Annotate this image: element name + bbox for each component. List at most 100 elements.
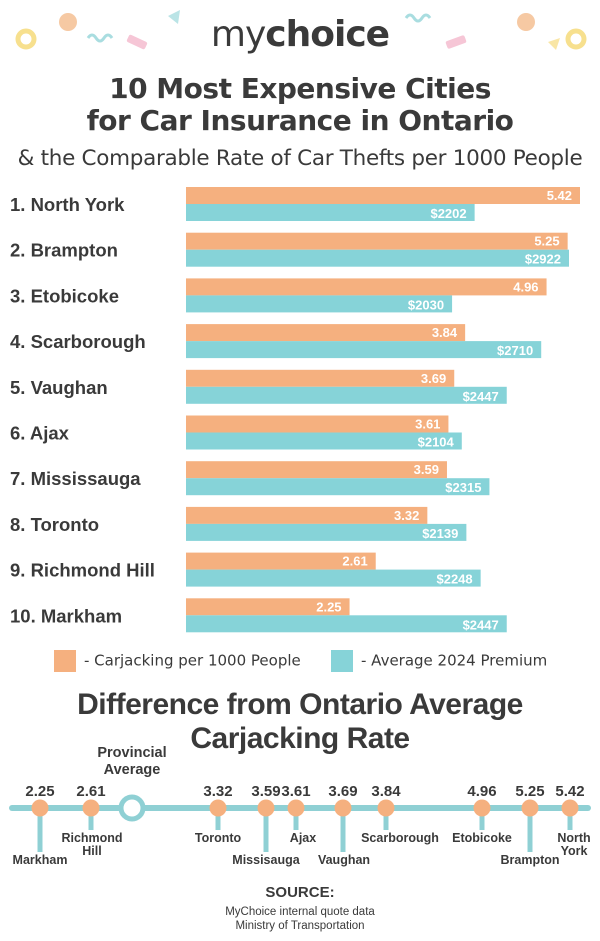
- timeline-city-richmond-hill-2: Hill: [82, 844, 101, 858]
- brand-logo-my: my: [210, 14, 266, 55]
- legend-carjacking: - Carjacking per 1000 People: [54, 650, 301, 672]
- timeline-city-missisauga: Missisauga: [232, 853, 300, 867]
- legend-carjacking-swatch: [54, 650, 76, 672]
- bar-label-premium-vaughan: $2447: [463, 389, 499, 404]
- bar-carjacking-vaughan: [186, 369, 455, 387]
- bar-label-carjacking-markham: 2.25: [316, 599, 341, 614]
- category-label-toronto: 8. Toronto: [10, 514, 99, 535]
- timeline-city-north-york-2: York: [561, 844, 588, 858]
- confetti-strip-left: [126, 34, 148, 50]
- timeline-dot-scarborough: [377, 799, 395, 817]
- category-label-vaughan: 5. Vaughan: [10, 377, 108, 398]
- provincial-average-marker: [118, 794, 146, 822]
- timeline-value-etobicoke: 4.96: [467, 783, 496, 800]
- bar-premium-markham: [186, 615, 507, 633]
- timeline-dot-toronto: [209, 799, 227, 817]
- timeline-value-ajax: 3.61: [281, 783, 310, 800]
- bar-label-premium-mississauga: $2315: [445, 480, 481, 495]
- bar-carjacking-mississauga: [186, 461, 447, 479]
- bar-label-carjacking-mississauga: 3.59: [414, 462, 439, 477]
- confetti-triangle-left: [168, 10, 180, 24]
- timeline-city-vaughan: Vaughan: [318, 853, 370, 867]
- bar-label-carjacking-brampton: 5.25: [534, 234, 559, 249]
- timeline-value-scarborough: 3.84: [371, 783, 401, 800]
- timeline-city-scarborough: Scarborough: [361, 831, 439, 845]
- timeline-dot-missisauga: [257, 799, 275, 817]
- bar-label-premium-richmond-hill: $2248: [436, 572, 472, 587]
- confetti-squiggle-right: [404, 13, 432, 23]
- timeline-value-richmond-hill: 2.61: [76, 783, 105, 800]
- timeline-city-brampton: Brampton: [500, 853, 559, 867]
- decorative-confetti: [15, 10, 587, 50]
- confetti-triangle-right: [548, 38, 560, 50]
- timeline-dot-richmond-hill: [82, 799, 100, 817]
- timeline-city-ajax: Ajax: [290, 831, 316, 845]
- bar-carjacking-richmond-hill: [186, 552, 376, 570]
- timeline-dot-etobicoke: [473, 799, 491, 817]
- page-title-line1: 10 Most Expensive Cities: [109, 72, 491, 105]
- category-label-etobicoke: 3. Etobicoke: [10, 285, 119, 306]
- source-line-1: MyChoice internal quote data: [225, 906, 375, 918]
- bar-premium-mississauga: [186, 478, 490, 496]
- bar-label-premium-north-york: $2202: [430, 206, 466, 221]
- category-label-markham: 10. Markham: [10, 605, 122, 626]
- bar-premium-etobicoke: [186, 295, 453, 313]
- category-label-north-york: 1. North York: [10, 194, 125, 215]
- bar-label-premium-brampton: $2922: [525, 252, 561, 267]
- page-subtitle: & the Comparable Rate of Car Thefts per …: [17, 146, 583, 171]
- bar-carjacking-toronto: [186, 506, 428, 524]
- legend-premium-swatch: [331, 650, 353, 672]
- bar-label-carjacking-etobicoke: 4.96: [513, 279, 538, 294]
- bar-premium-ajax: [186, 432, 462, 450]
- category-label-richmond-hill: 9. Richmond Hill: [10, 560, 155, 581]
- confetti-dot-left: [59, 13, 77, 31]
- legend-carjacking-label: - Carjacking per 1000 People: [84, 651, 301, 670]
- bar-carjacking-markham: [186, 598, 350, 616]
- bar-carjacking-ajax: [186, 415, 449, 433]
- brand-logo: mychoice: [0, 14, 600, 55]
- confetti-ring-right: [565, 28, 587, 50]
- confetti-ring-left: [15, 28, 37, 50]
- page-title-line2: for Car Insurance in Ontario: [86, 104, 514, 137]
- confetti-strip-right: [445, 35, 467, 49]
- bar-label-premium-markham: $2447: [463, 617, 499, 632]
- provincial-average-label-2: Average: [104, 762, 161, 778]
- bar-premium-vaughan: [186, 386, 507, 404]
- timeline-city-markham: Markham: [13, 853, 68, 867]
- bar-label-carjacking-richmond-hill: 2.61: [342, 554, 367, 569]
- bar-carjacking-scarborough: [186, 324, 466, 342]
- bar-carjacking-north-york: [186, 187, 580, 204]
- timeline-city-north-york-1: North: [557, 831, 590, 845]
- timeline-dot-vaughan: [334, 799, 352, 817]
- confetti-squiggle-left: [86, 33, 114, 43]
- bar-carjacking-etobicoke: [186, 278, 547, 296]
- confetti-dot-right: [517, 13, 535, 31]
- source-title: SOURCE:: [265, 884, 335, 901]
- bar-label-carjacking-ajax: 3.61: [415, 417, 440, 432]
- timeline-dot-brampton: [521, 799, 539, 817]
- category-label-brampton: 2. Brampton: [10, 240, 118, 261]
- provincial-average-label-1: Provincial: [97, 745, 166, 761]
- timeline-value-north-york: 5.42: [555, 783, 584, 800]
- bar-premium-toronto: [186, 523, 467, 541]
- bar-premium-north-york: [186, 204, 475, 221]
- brand-logo-choice: choice: [265, 14, 390, 55]
- timeline-value-toronto: 3.32: [203, 783, 232, 800]
- bar-label-carjacking-north-york: 5.42: [547, 188, 572, 203]
- timeline-dot-markham: [31, 799, 49, 817]
- timeline-city-toronto: Toronto: [195, 831, 242, 845]
- bar-label-premium-ajax: $2104: [418, 435, 455, 450]
- section2-title-line1: Difference from Ontario Average: [77, 688, 523, 721]
- bar-label-carjacking-scarborough: 3.84: [432, 325, 458, 340]
- bar-carjacking-brampton: [186, 232, 568, 250]
- timeline-dot-north-york: [561, 799, 579, 817]
- timeline-dot-ajax: [287, 799, 305, 817]
- legend-premium: - Average 2024 Premium: [331, 650, 547, 672]
- category-label-mississauga: 7. Mississauga: [10, 468, 141, 489]
- category-label-scarborough: 4. Scarborough: [10, 331, 146, 352]
- bar-label-premium-toronto: $2139: [422, 526, 458, 541]
- category-label-ajax: 6. Ajax: [10, 423, 70, 444]
- bar-chart: 1. North York 5.42 $2202 2. Brampton 5.25 $29…: [10, 187, 580, 633]
- timeline-city-richmond-hill-1: Richmond: [61, 831, 122, 845]
